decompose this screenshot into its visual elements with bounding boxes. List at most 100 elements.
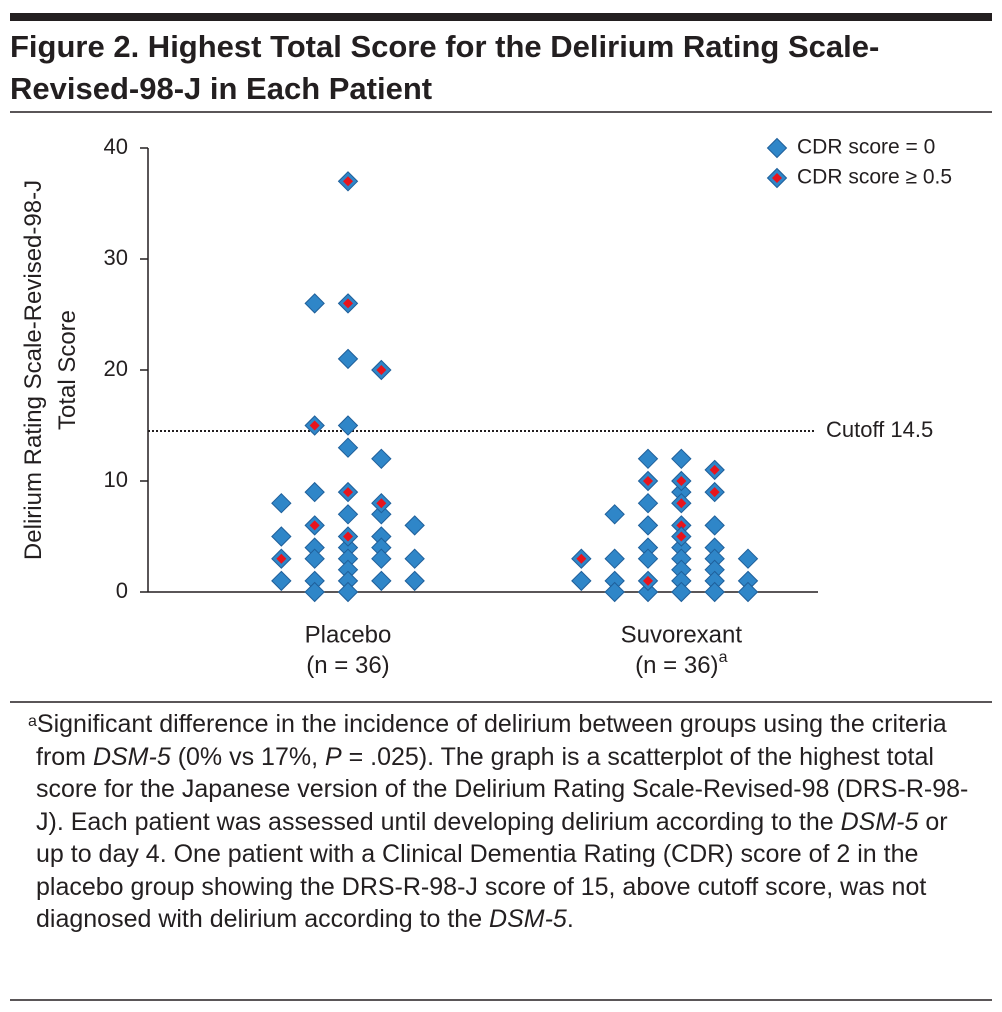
- point: [737, 581, 759, 603]
- marker-body: [337, 348, 359, 370]
- point: [704, 459, 725, 481]
- marker-body: [271, 526, 292, 547]
- footnote-text: Significant difference in the incidence …: [36, 710, 947, 771]
- marker-body: [404, 548, 425, 569]
- point: [571, 570, 592, 592]
- marker-body: [337, 504, 359, 525]
- point: [337, 171, 359, 192]
- marker-body: [671, 448, 692, 470]
- sublabel-note: a: [719, 649, 728, 666]
- marker-body: [271, 570, 292, 592]
- point: [637, 548, 659, 569]
- footnote-marker: a: [28, 713, 37, 730]
- footnote-text: (0% vs 17%,: [170, 742, 325, 771]
- y-axis-label-line: Total Score: [54, 310, 81, 430]
- marker-body: [404, 515, 425, 536]
- y-tick-label: 40: [104, 134, 128, 159]
- point: [371, 492, 392, 514]
- point: [271, 526, 292, 547]
- x-tick-label: Placebo: [305, 621, 392, 648]
- x-tick-sublabel: (n = 36)a: [635, 649, 727, 679]
- cutoff-label: Cutoff 14.5: [826, 417, 933, 442]
- marker-body: [337, 581, 359, 603]
- point: [637, 492, 659, 514]
- marker-core: [343, 531, 353, 542]
- y-tick-label: 20: [104, 356, 128, 381]
- point: [304, 581, 325, 603]
- footnote-text: .: [566, 905, 574, 933]
- point: [637, 470, 659, 492]
- marker-body: [337, 437, 359, 458]
- sublabel-text: (n = 36): [635, 652, 718, 679]
- legend-marker: [766, 137, 788, 159]
- footnote-text: = .025). The graph is a scatterplot of t…: [36, 742, 969, 836]
- marker-core: [376, 498, 387, 509]
- marker-core: [276, 553, 287, 564]
- chart-title: Figure 2. Highest Total Score for the De…: [10, 29, 880, 106]
- marker-body: [604, 504, 625, 525]
- footnote-text: DSM-5: [840, 807, 919, 836]
- marker-body: [637, 581, 659, 603]
- marker-core: [676, 498, 687, 509]
- point: [404, 515, 425, 536]
- point: [337, 504, 359, 525]
- point: [404, 548, 425, 569]
- marker-body: [604, 548, 625, 569]
- marker-body: [571, 570, 592, 592]
- marker-core: [376, 365, 387, 375]
- point: [571, 548, 592, 569]
- point: [271, 570, 292, 592]
- point: [604, 504, 625, 525]
- marker-body: [371, 448, 392, 470]
- marker-body: [637, 448, 659, 470]
- marker-body: [637, 548, 659, 569]
- marker-body: [271, 492, 292, 514]
- marker-body: [737, 581, 759, 603]
- point: [337, 481, 359, 503]
- footnote-text: DSM-5: [489, 905, 567, 933]
- marker-body: [704, 515, 725, 536]
- marker-core: [772, 173, 782, 183]
- y-tick-label: 0: [116, 578, 128, 603]
- marker-body: [304, 293, 325, 314]
- footnote-text: DSM-5: [92, 742, 171, 771]
- point: [671, 492, 692, 514]
- point: [371, 548, 392, 569]
- point: [304, 481, 325, 503]
- marker-core: [676, 520, 687, 531]
- point: [704, 581, 725, 603]
- marker-body: [604, 581, 625, 603]
- point: [304, 515, 325, 536]
- y-axis-label: Delirium Rating Scale-Revised-98-J Total …: [20, 180, 81, 560]
- point: [337, 581, 359, 603]
- marker-body: [637, 515, 659, 536]
- marker-body: [304, 581, 325, 603]
- point: [337, 526, 359, 547]
- point: [604, 581, 625, 603]
- marker-core: [309, 420, 320, 431]
- point: [337, 293, 359, 314]
- marker-body: [371, 548, 392, 569]
- y-tick-label: 30: [104, 245, 128, 270]
- point: [271, 548, 292, 569]
- footnote-text: P: [324, 742, 342, 771]
- top-rule: [10, 13, 992, 21]
- point: [637, 515, 659, 536]
- y-tick-label: 10: [104, 467, 128, 492]
- point: [671, 581, 692, 603]
- x-tick-label: Suvorexant: [621, 621, 743, 648]
- point: [304, 293, 325, 314]
- point: [371, 359, 392, 381]
- marker-body: [304, 548, 325, 569]
- point: [304, 548, 325, 569]
- point: [671, 470, 692, 492]
- legend-label: CDR score ≥ 0.5: [797, 166, 952, 189]
- marker-core: [709, 464, 720, 475]
- marker-core: [709, 487, 720, 498]
- footnote: aSignificant difference in the incidence…: [28, 708, 971, 936]
- marker-body: [766, 137, 788, 159]
- marker-core: [643, 476, 653, 486]
- point: [337, 415, 359, 436]
